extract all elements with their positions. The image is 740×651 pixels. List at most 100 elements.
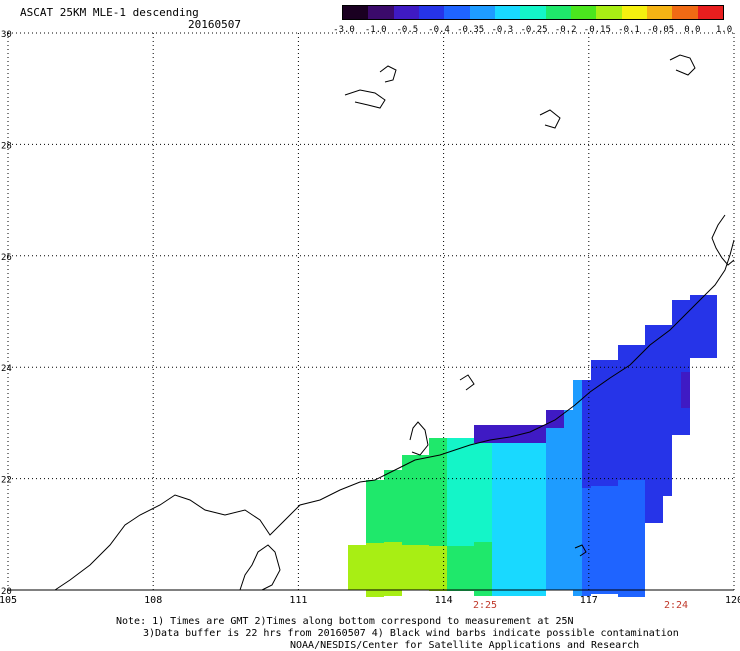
swath-cell <box>564 518 573 527</box>
swath-cell <box>564 491 573 500</box>
swath-cell <box>681 381 690 390</box>
swath-cell <box>546 527 555 536</box>
swath-cell <box>510 533 519 542</box>
swath-cell <box>366 543 375 552</box>
swath-cell <box>573 461 582 470</box>
swath-cell <box>618 435 627 444</box>
swath-cell <box>528 452 537 461</box>
swath-cell <box>465 447 474 456</box>
swath-cell <box>465 465 474 474</box>
swath-cell <box>348 572 357 581</box>
time-label-left: 2:25 <box>473 600 498 611</box>
swath-cell <box>573 578 582 587</box>
swath-cell <box>456 447 465 456</box>
swath-cell <box>375 561 384 570</box>
note-line-2: 3)Data buffer is 22 hrs from 20160507 4)… <box>143 628 679 639</box>
swath-cell <box>582 497 591 506</box>
swath-cell <box>483 479 492 488</box>
swath-cell <box>582 488 591 497</box>
swath-cell <box>564 536 573 545</box>
swath-cell <box>618 498 627 507</box>
swath-cell <box>591 414 600 423</box>
swath-cell <box>654 469 663 478</box>
swath-cell <box>609 387 618 396</box>
swath-cell <box>411 545 420 554</box>
swath-cell <box>402 464 411 473</box>
swath-cell <box>357 545 366 554</box>
swath-cell <box>582 425 591 434</box>
swath-cell <box>438 546 447 555</box>
colorbar-swatch <box>520 6 546 19</box>
swath-cell <box>699 331 708 340</box>
swath-cell <box>591 441 600 450</box>
swath-cell <box>465 582 474 591</box>
swath-cell <box>537 560 546 569</box>
swath-cell <box>609 369 618 378</box>
swath-cell <box>663 361 672 370</box>
swath-cell <box>555 527 564 536</box>
swath-cell <box>402 554 411 563</box>
swath-cell <box>492 515 501 524</box>
swath-cell <box>591 459 600 468</box>
swath-cell <box>591 396 600 405</box>
swath-cell <box>456 501 465 510</box>
swath-cell <box>384 506 393 515</box>
colorbar-swatch <box>368 6 394 19</box>
swath-cell <box>456 573 465 582</box>
swath-cell <box>537 524 546 533</box>
swath-cell <box>501 569 510 578</box>
swath-cell <box>609 360 618 369</box>
colorbar-label: -0.3 <box>491 25 514 35</box>
swath-cell <box>582 524 591 533</box>
swath-cell <box>528 497 537 506</box>
swath-cell <box>591 360 600 369</box>
swath-cell <box>645 370 654 379</box>
swath-cell <box>537 497 546 506</box>
swath-cell <box>699 304 708 313</box>
swath-cell <box>663 415 672 424</box>
swath-cell <box>420 536 429 545</box>
swath-cell <box>591 477 600 486</box>
swath-cell <box>564 410 573 419</box>
swath-cell <box>564 473 573 482</box>
swath-cell <box>618 417 627 426</box>
swath-cell <box>627 399 636 408</box>
swath-cell <box>663 424 672 433</box>
swath-cell <box>429 528 438 537</box>
swath-cell <box>546 473 555 482</box>
swath-cell <box>510 587 519 596</box>
swath-cell <box>654 433 663 442</box>
swath-cell <box>600 513 609 522</box>
swath-cell <box>528 488 537 497</box>
swath-cell <box>618 480 627 489</box>
swath-cell <box>510 443 519 452</box>
swath-cell <box>609 432 618 441</box>
swath-cell <box>465 501 474 510</box>
swath-cell <box>618 372 627 381</box>
swath-cell <box>384 560 393 569</box>
swath-cell <box>384 542 393 551</box>
swath-cell <box>573 488 582 497</box>
swath-cell <box>627 516 636 525</box>
swath-cell <box>483 434 492 443</box>
swath-cell <box>636 372 645 381</box>
swath-cell <box>429 582 438 591</box>
swath-cell <box>402 482 411 491</box>
swath-cell <box>501 479 510 488</box>
swath-cell <box>564 482 573 491</box>
swath-cell <box>600 486 609 495</box>
swath-cell <box>456 555 465 564</box>
swath-cell <box>501 578 510 587</box>
swath-cell <box>591 522 600 531</box>
swath-cell <box>483 560 492 569</box>
swath-cell <box>627 354 636 363</box>
swath-cell <box>375 570 384 579</box>
swath-cell <box>582 443 591 452</box>
swath-cell <box>591 558 600 567</box>
swath-cell <box>456 546 465 555</box>
swath-cell <box>699 295 708 304</box>
lon-label: 108 <box>144 595 162 606</box>
swath-cell <box>366 489 375 498</box>
swath-cell <box>393 497 402 506</box>
swath-cell <box>645 325 654 334</box>
